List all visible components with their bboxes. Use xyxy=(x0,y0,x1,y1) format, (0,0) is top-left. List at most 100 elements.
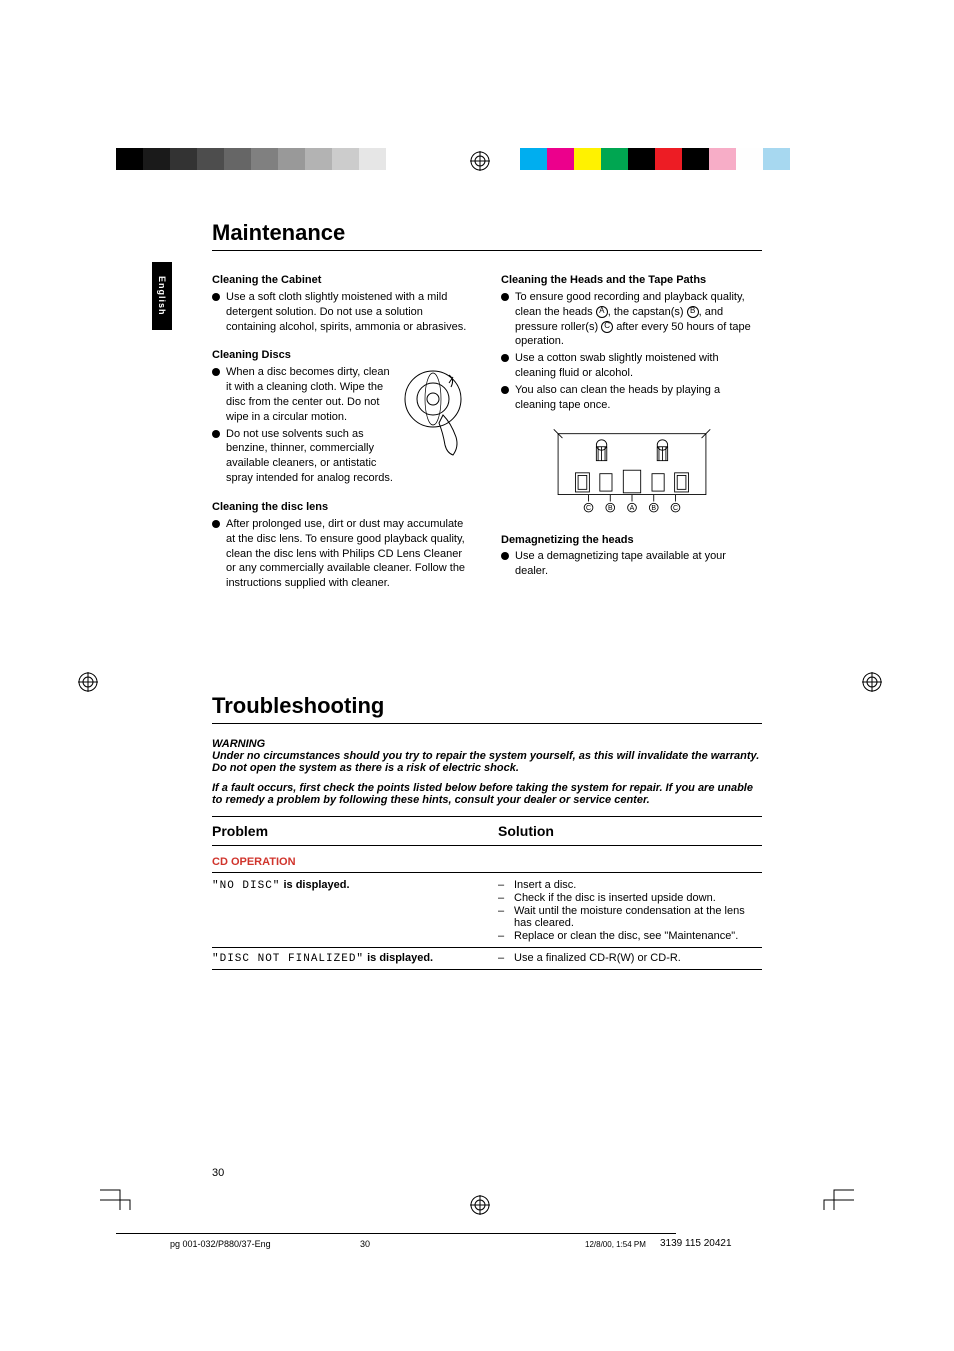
warning-sub: If a fault occurs, first check the point… xyxy=(212,782,762,806)
maintenance-heading: Maintenance xyxy=(212,220,762,251)
problem-solution-header: Problem Solution xyxy=(212,816,762,846)
color-block xyxy=(709,148,736,170)
bullet-item: Use a demagnetizing tape available at yo… xyxy=(501,549,762,579)
bullet-item: Use a cotton swab slightly moistened wit… xyxy=(501,351,762,381)
head-label-a: A xyxy=(596,306,608,318)
solution-item: –Check if the disc is inserted upside do… xyxy=(498,892,762,904)
head-label-c: C xyxy=(601,321,613,333)
color-block xyxy=(682,148,709,170)
bullet-icon xyxy=(212,293,220,301)
cleaning-discs-heading: Cleaning Discs xyxy=(212,348,473,363)
bullet-icon xyxy=(212,520,220,528)
dash-icon: – xyxy=(498,905,508,929)
bullet-icon xyxy=(501,552,509,560)
maintenance-left-column: Cleaning the Cabinet Use a soft cloth sl… xyxy=(212,265,473,593)
bullet-icon xyxy=(501,386,509,394)
problem-suffix: is displayed. xyxy=(364,952,433,964)
color-block xyxy=(547,148,574,170)
solution-text: Insert a disc. xyxy=(514,879,762,891)
page-content: Maintenance Cleaning the Cabinet Use a s… xyxy=(212,220,762,970)
solution-item: –Wait until the moisture condensation at… xyxy=(498,905,762,929)
footer-doc-ref: pg 001-032/P880/37-Eng xyxy=(170,1239,271,1249)
footer-center-page: 30 xyxy=(360,1239,370,1249)
warning-label: WARNING xyxy=(212,738,762,750)
maintenance-right-column: Cleaning the Heads and the Tape Paths To… xyxy=(501,265,762,593)
solution-cell: –Insert a disc.–Check if the disc is ins… xyxy=(498,879,762,943)
troubleshooting-rows: "NO DISC" is displayed.–Insert a disc.–C… xyxy=(212,875,762,970)
bullet-icon xyxy=(501,293,509,301)
footer: 30 pg 001-032/P880/37-Eng 30 12/8/00, 1:… xyxy=(0,1141,954,1351)
color-block xyxy=(332,148,359,170)
tape-heads-illustration: C B A B C xyxy=(537,425,727,525)
cleaning-heads-heading: Cleaning the Heads and the Tape Paths xyxy=(501,273,762,288)
dash-icon: – xyxy=(498,952,508,964)
color-block xyxy=(601,148,628,170)
color-block xyxy=(305,148,332,170)
footer-timestamp: 12/8/00, 1:54 PM xyxy=(585,1240,646,1249)
demagnetizing-heading: Demagnetizing the heads xyxy=(501,533,762,548)
warning-body: Under no circumstances should you try to… xyxy=(212,750,762,774)
head-label-b: B xyxy=(687,306,699,318)
color-block xyxy=(359,148,386,170)
solution-text: Use a finalized CD-R(W) or CD-R. xyxy=(514,952,762,964)
dash-icon: – xyxy=(498,879,508,891)
bullet-item: When a disc becomes dirty, clean it with… xyxy=(212,365,395,424)
color-bar-left xyxy=(116,148,386,170)
cleaning-lens-heading: Cleaning the disc lens xyxy=(212,500,473,515)
color-block xyxy=(763,148,790,170)
table-row: "NO DISC" is displayed.–Insert a disc.–C… xyxy=(212,875,762,948)
language-tab: English xyxy=(152,262,172,330)
solution-item: –Insert a disc. xyxy=(498,879,762,891)
color-block xyxy=(736,148,763,170)
dash-icon: – xyxy=(498,892,508,904)
color-block xyxy=(224,148,251,170)
bullet-item: Use a soft cloth slightly moistened with… xyxy=(212,290,473,335)
footer-part-number: 3139 115 20421 xyxy=(660,1238,732,1249)
bullet-item: After prolonged use, dirt or dust may ac… xyxy=(212,517,473,591)
solution-item: –Replace or clean the disc, see "Mainten… xyxy=(498,930,762,942)
problem-cell: "NO DISC" is displayed. xyxy=(212,879,498,943)
solution-cell: –Use a finalized CD-R(W) or CD-R. xyxy=(498,952,762,965)
cleaning-cabinet-heading: Cleaning the Cabinet xyxy=(212,273,473,288)
cd-operation-label: CD OPERATION xyxy=(212,856,762,873)
problem-column-header: Problem xyxy=(212,823,498,839)
lcd-text: "NO DISC" xyxy=(212,880,280,892)
bullet-icon xyxy=(212,368,220,376)
color-block xyxy=(628,148,655,170)
problem-cell: "DISC NOT FINALIZED" is displayed. xyxy=(212,952,498,965)
svg-text:A: A xyxy=(629,505,634,512)
dash-icon: – xyxy=(498,930,508,942)
registration-mark xyxy=(862,672,882,692)
registration-mark xyxy=(78,672,98,692)
solution-text: Replace or clean the disc, see "Maintena… xyxy=(514,930,762,942)
troubleshooting-heading: Troubleshooting xyxy=(212,693,762,724)
warning-block: WARNING Under no circumstances should yo… xyxy=(212,738,762,806)
heads-text-1: To ensure good recording and playback qu… xyxy=(515,290,762,349)
footer-rule xyxy=(116,1233,676,1234)
lcd-text: "DISC NOT FINALIZED" xyxy=(212,953,364,965)
bullet-item: To ensure good recording and playback qu… xyxy=(501,290,762,349)
color-block xyxy=(197,148,224,170)
bullet-item: You also can clean the heads by playing … xyxy=(501,383,762,413)
bullet-icon xyxy=(212,430,220,438)
color-block xyxy=(574,148,601,170)
color-block xyxy=(655,148,682,170)
solution-text: Check if the disc is inserted upside dow… xyxy=(514,892,762,904)
solution-item: –Use a finalized CD-R(W) or CD-R. xyxy=(498,952,762,964)
svg-text:C: C xyxy=(586,505,591,512)
troubleshooting-section: Troubleshooting WARNING Under no circums… xyxy=(212,693,762,970)
table-row: "DISC NOT FINALIZED" is displayed.–Use a… xyxy=(212,948,762,970)
color-block xyxy=(143,148,170,170)
registration-mark xyxy=(470,151,490,171)
svg-text:C: C xyxy=(672,505,677,512)
color-bar-right xyxy=(520,148,790,170)
color-block xyxy=(251,148,278,170)
color-block xyxy=(278,148,305,170)
problem-suffix: is displayed. xyxy=(280,879,349,891)
bullet-item: Do not use solvents such as benzine, thi… xyxy=(212,427,395,486)
solution-column-header: Solution xyxy=(498,823,762,839)
color-block xyxy=(170,148,197,170)
maintenance-columns: Cleaning the Cabinet Use a soft cloth sl… xyxy=(212,265,762,593)
page-number: 30 xyxy=(212,1167,224,1179)
disc-cleaning-illustration xyxy=(401,367,473,457)
